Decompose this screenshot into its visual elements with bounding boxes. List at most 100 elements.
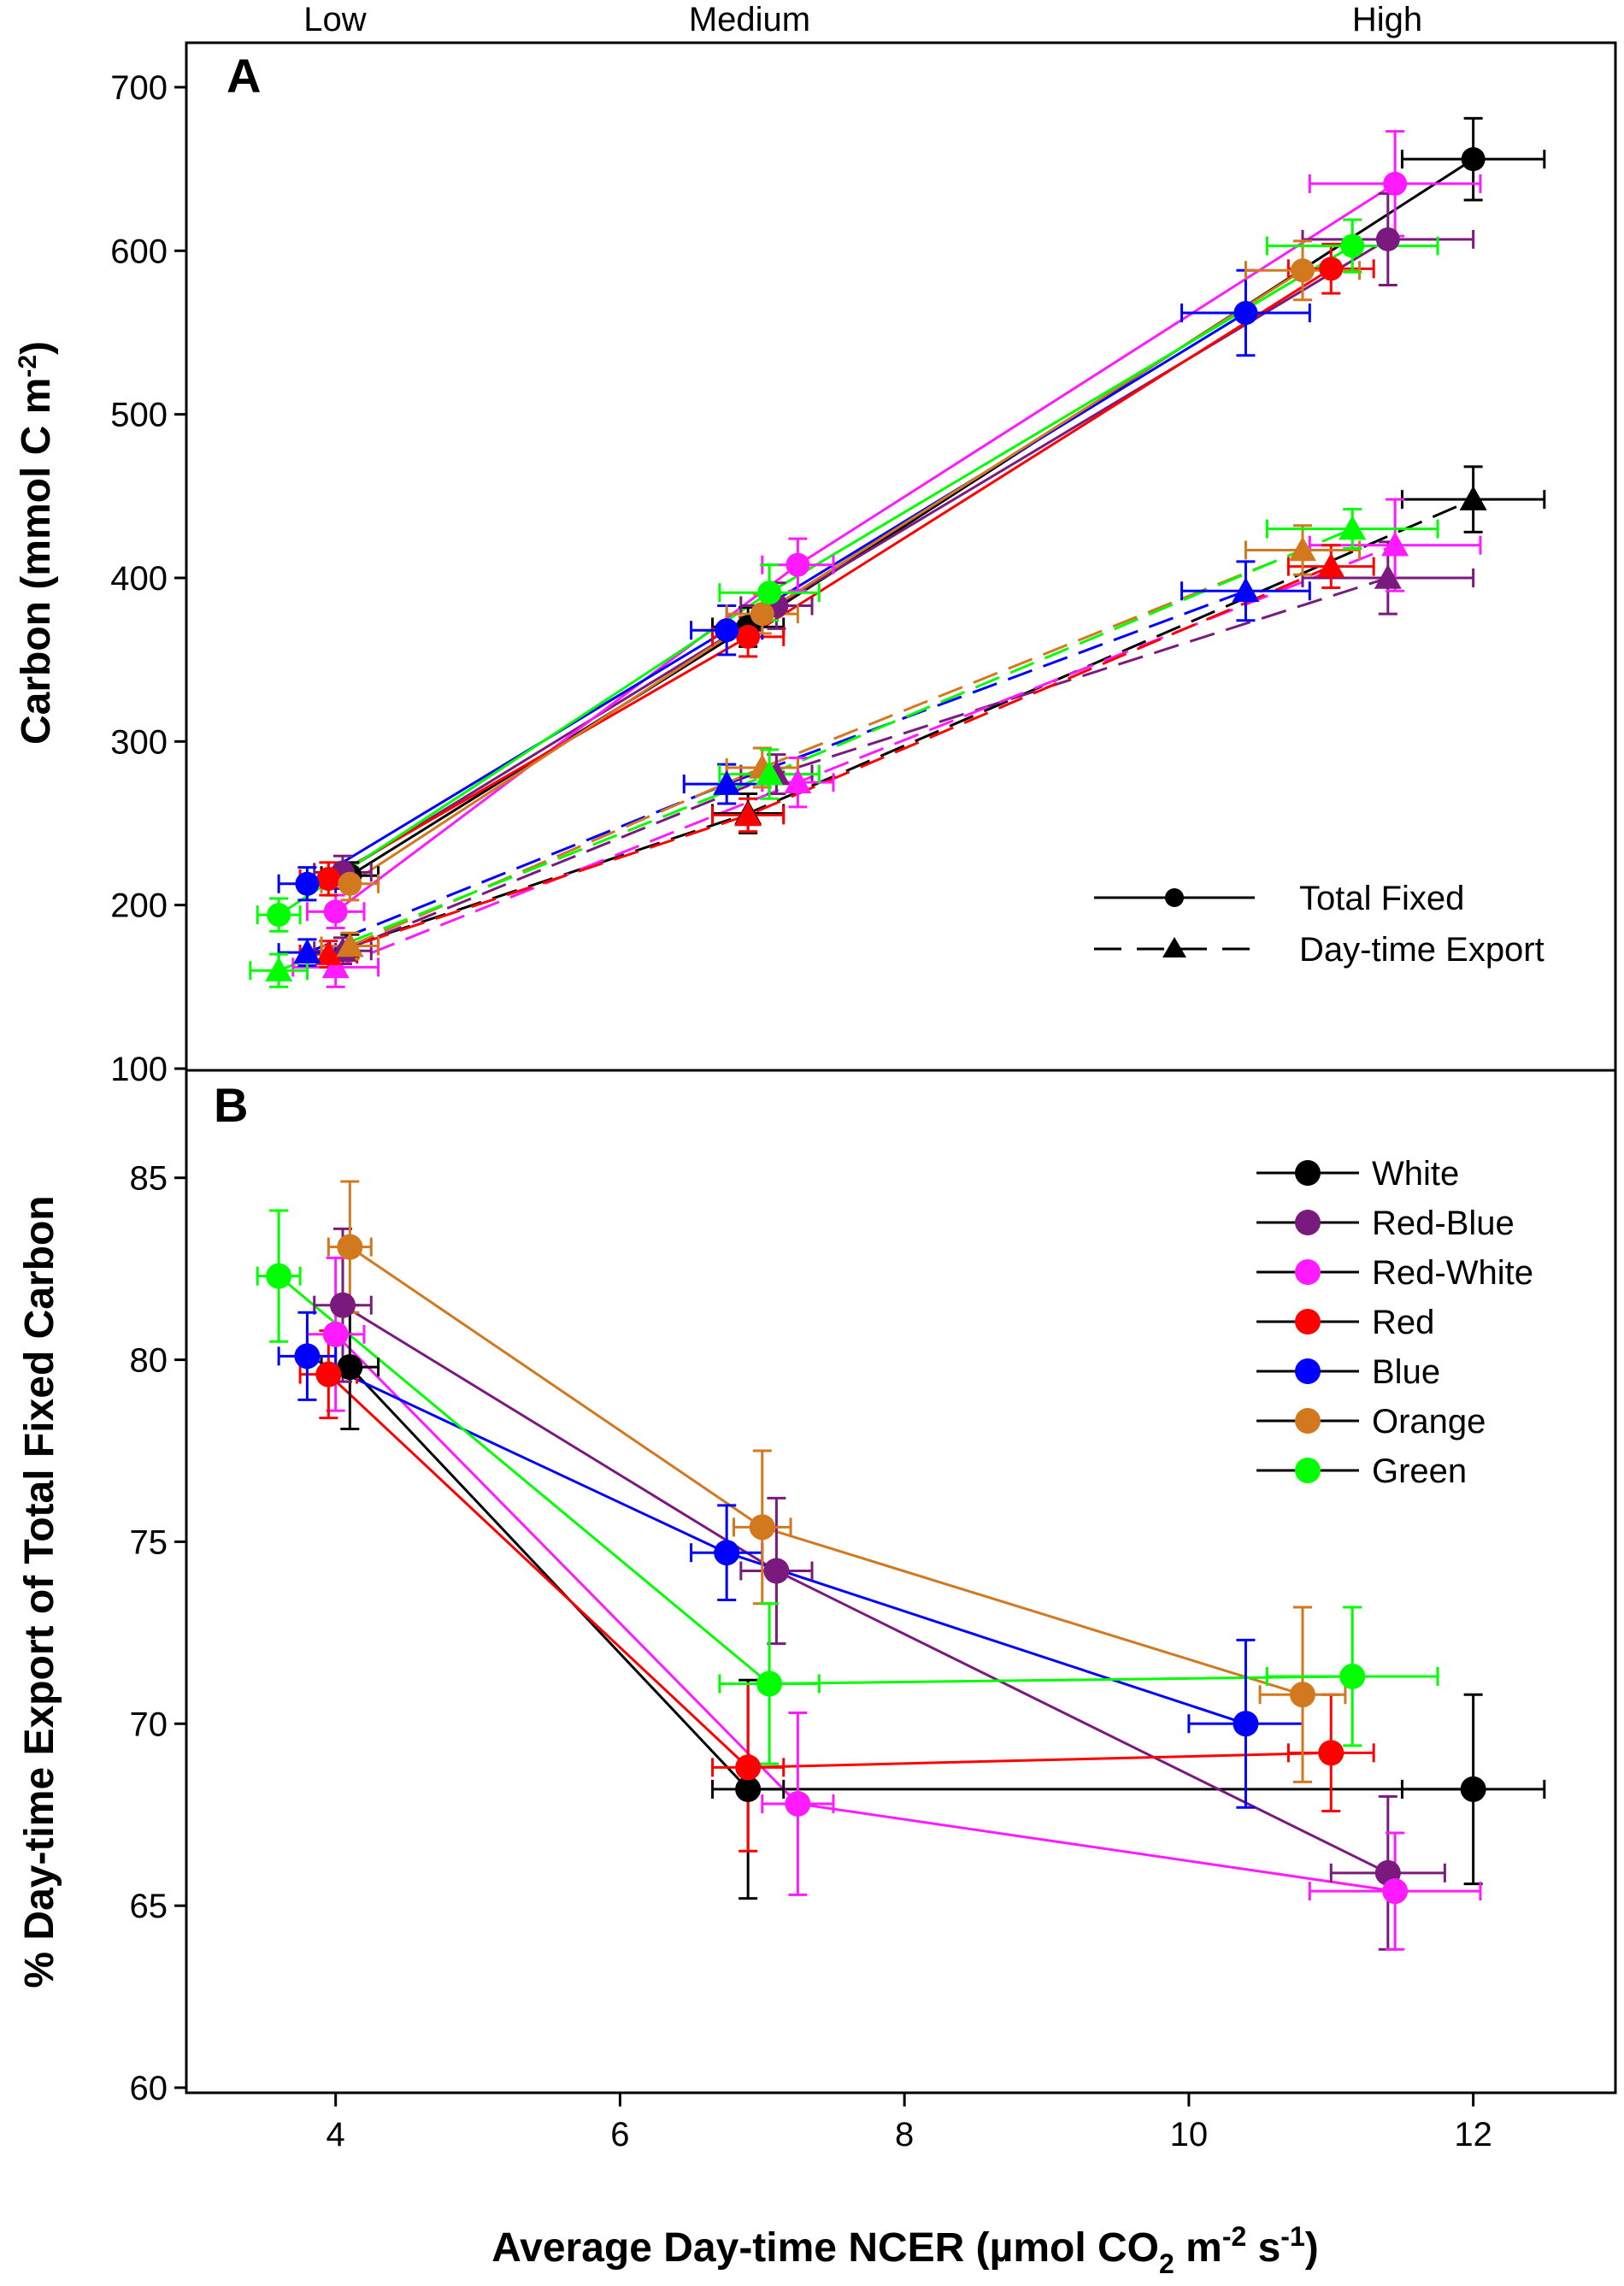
y-tick-label-700: 700 bbox=[110, 69, 168, 107]
point-red-total-fixed-2 bbox=[1319, 256, 1344, 281]
level-label-medium: Medium bbox=[689, 1, 810, 38]
level-label-low: Low bbox=[303, 1, 366, 38]
point-green-day-time-export-2 bbox=[1339, 515, 1367, 540]
panel-a: A 100 200 300 400 500 600 700 Carbon (mmol C m… bbox=[14, 41, 1617, 1088]
series-line-red bbox=[327, 1373, 1332, 1769]
panel-a-y-axis: 100 200 300 400 500 600 700 bbox=[110, 69, 186, 1088]
point-red-blue-day-time-export-2 bbox=[1374, 564, 1402, 589]
x-tick-label-6: 6 bbox=[610, 2116, 629, 2153]
panel-b-series-lines bbox=[278, 1246, 1474, 1893]
point-white-0 bbox=[337, 1354, 363, 1381]
legend-item-blue: Blue bbox=[1256, 1353, 1440, 1391]
point-red-day-time-export-0 bbox=[315, 940, 343, 965]
point-orange-day-time-export-2 bbox=[1288, 536, 1316, 562]
legend-marker bbox=[1295, 1358, 1321, 1384]
point-red-white-total-fixed-0 bbox=[323, 899, 348, 924]
legend-item-red-white: Red-White bbox=[1256, 1254, 1533, 1292]
point-orange-total-fixed-0 bbox=[338, 871, 362, 896]
series-line-red-white bbox=[334, 1333, 1396, 1893]
legend-marker bbox=[1295, 1160, 1321, 1186]
legend-item-red: Red bbox=[1256, 1304, 1434, 1341]
y-tick-label-70: 70 bbox=[130, 1706, 168, 1743]
y-tick-label-500: 500 bbox=[110, 397, 168, 434]
level-label-high: High bbox=[1352, 1, 1422, 38]
panel-a-series-lines bbox=[278, 157, 1474, 972]
point-white-2 bbox=[1460, 1776, 1486, 1802]
point-red-total-fixed-1 bbox=[736, 624, 761, 649]
point-red-blue-1 bbox=[763, 1558, 790, 1584]
legend-marker bbox=[1295, 1259, 1321, 1285]
panel-a-label: A bbox=[227, 49, 261, 103]
point-red-day-time-export-2 bbox=[1317, 552, 1345, 578]
point-red-white-0 bbox=[322, 1321, 349, 1347]
point-red-total-fixed-0 bbox=[316, 867, 341, 892]
point-blue-total-fixed-1 bbox=[715, 618, 739, 643]
point-red-white-day-time-export-2 bbox=[1381, 531, 1409, 557]
legend-item-orange: Orange bbox=[1256, 1403, 1486, 1441]
point-orange-0 bbox=[337, 1234, 363, 1260]
panel-a-y-axis-title: Carbon (mmol C m-2) bbox=[14, 341, 59, 745]
point-green-total-fixed-0 bbox=[267, 903, 291, 928]
point-red-day-time-export-1 bbox=[734, 801, 762, 827]
panel-b-error-bars bbox=[256, 1180, 1546, 1951]
legend-total-fixed-label: Total Fixed bbox=[1299, 880, 1464, 917]
panel-b-markers bbox=[266, 1234, 1486, 1905]
point-red-white-1 bbox=[785, 1790, 811, 1817]
y-tick-label-80: 80 bbox=[130, 1342, 168, 1380]
y-tick-label-400: 400 bbox=[110, 560, 168, 598]
point-white-1 bbox=[735, 1776, 762, 1802]
point-green-2 bbox=[1339, 1663, 1366, 1689]
legend-label: Red bbox=[1372, 1304, 1434, 1341]
series-line-red-blue bbox=[342, 1304, 1389, 1875]
legend-label: White bbox=[1372, 1155, 1459, 1193]
point-green-1 bbox=[756, 1670, 783, 1697]
point-green-total-fixed-2 bbox=[1340, 233, 1365, 258]
point-red-blue-0 bbox=[330, 1292, 356, 1318]
legend-label: Blue bbox=[1372, 1353, 1440, 1391]
point-blue-0 bbox=[294, 1343, 321, 1370]
point-orange-day-time-export-0 bbox=[336, 932, 364, 957]
point-red-white-2 bbox=[1382, 1878, 1409, 1905]
legend-marker bbox=[1295, 1210, 1321, 1235]
point-white-day-time-export-2 bbox=[1459, 486, 1487, 510]
y-tick-label-100: 100 bbox=[110, 1051, 168, 1088]
point-red-white-total-fixed-1 bbox=[786, 552, 810, 577]
x-tick-label-8: 8 bbox=[895, 2116, 914, 2153]
point-white-total-fixed-2 bbox=[1461, 147, 1486, 172]
point-orange-total-fixed-1 bbox=[750, 602, 774, 627]
legend-marker bbox=[1295, 1309, 1321, 1334]
panel-b: B 60 65 70 75 80 85 % Day-time Export of Tota… bbox=[17, 1069, 1617, 2107]
y-tick-label-85: 85 bbox=[130, 1160, 168, 1198]
point-green-0 bbox=[266, 1263, 292, 1289]
legend-item-green: Green bbox=[1256, 1452, 1467, 1490]
series-line-red-white-day-time-export bbox=[335, 544, 1396, 969]
legend-item-white: White bbox=[1256, 1155, 1459, 1193]
legend-marker bbox=[1295, 1458, 1321, 1483]
y-tick-label-200: 200 bbox=[110, 887, 168, 925]
point-blue-total-fixed-2 bbox=[1233, 301, 1258, 326]
series-line-red-blue-total-fixed bbox=[342, 238, 1389, 874]
point-blue-day-time-export-0 bbox=[293, 939, 321, 963]
point-red-1 bbox=[735, 1754, 762, 1781]
point-orange-2 bbox=[1289, 1682, 1315, 1708]
x-axis: 4 6 8 10 12 bbox=[327, 2093, 1492, 2153]
point-red-blue-total-fixed-2 bbox=[1375, 227, 1400, 251]
point-red-0 bbox=[315, 1361, 342, 1388]
point-green-total-fixed-1 bbox=[757, 580, 782, 605]
x-tick-label-12: 12 bbox=[1454, 2116, 1492, 2153]
panel-b-legend: White Red-Blue Red-White Red Blue Orange Green bbox=[1256, 1155, 1533, 1490]
panel-b-frame bbox=[185, 1069, 1617, 2095]
series-line-orange-day-time-export bbox=[349, 549, 1303, 947]
legend-total-fixed-marker bbox=[1165, 888, 1184, 907]
legend-item-red-blue: Red-Blue bbox=[1256, 1205, 1515, 1242]
point-blue-day-time-export-2 bbox=[1232, 577, 1260, 603]
point-green-day-time-export-0 bbox=[265, 957, 293, 981]
point-orange-1 bbox=[749, 1514, 775, 1541]
panel-b-label: B bbox=[214, 1078, 248, 1132]
panel-b-y-axis: 60 65 70 75 80 85 bbox=[130, 1160, 186, 2107]
panel-a-legend: Total Fixed Day-time Export bbox=[1094, 880, 1545, 969]
y-tick-label-300: 300 bbox=[110, 723, 168, 761]
point-blue-total-fixed-0 bbox=[295, 871, 320, 896]
legend-marker bbox=[1295, 1408, 1321, 1434]
